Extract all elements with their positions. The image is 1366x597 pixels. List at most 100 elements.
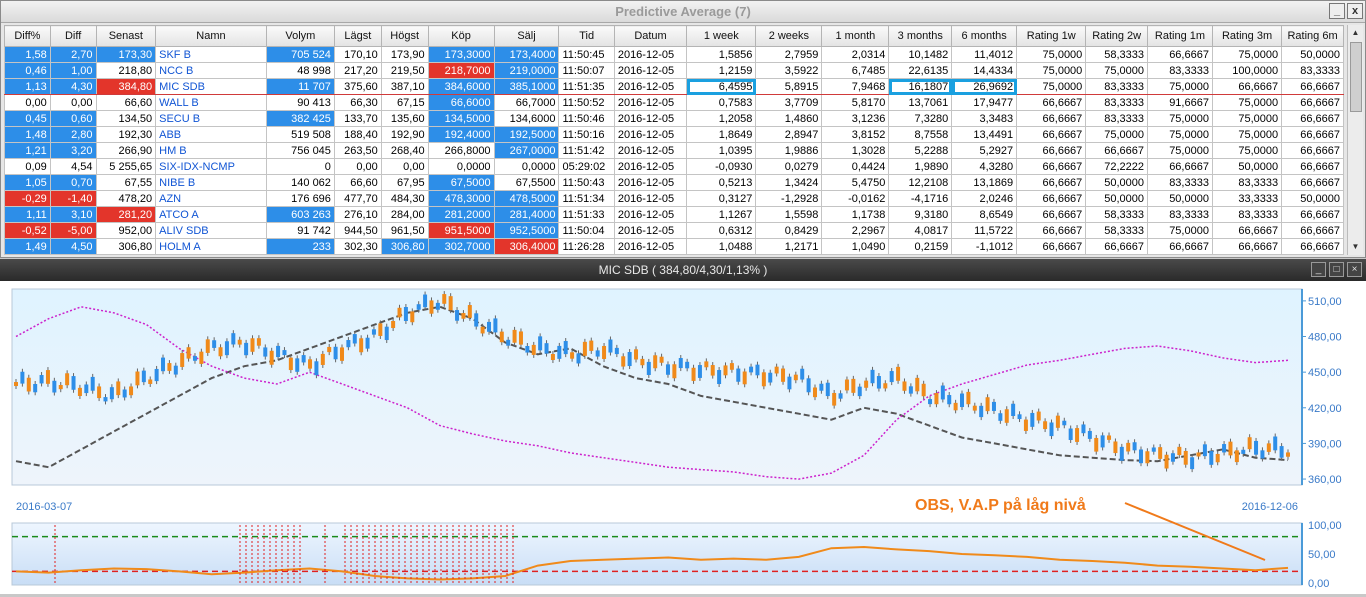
table-cell: 67,55 bbox=[95, 174, 157, 191]
candle-body bbox=[908, 386, 913, 394]
price-chart[interactable]: 510,00 480,00 450,00 420,00 390,00 360,00 100… bbox=[0, 281, 1366, 594]
table-row[interactable]: 1,11 3,10 281,20 ATCO A 603 263 276,10 284,00 2… bbox=[4, 206, 1344, 223]
scroll-down-icon[interactable]: ▼ bbox=[1351, 242, 1360, 251]
column-header[interactable]: 6 months bbox=[951, 25, 1018, 47]
series-line-2 bbox=[15, 306, 1289, 480]
scroll-up-icon[interactable]: ▲ bbox=[1351, 28, 1360, 37]
column-header[interactable]: 2 weeks bbox=[755, 25, 823, 47]
column-header[interactable]: Rating 1m bbox=[1147, 25, 1213, 47]
table-row[interactable]: 1,58 2,70 173,30 SKF B 705 524 170,10 173,90 17… bbox=[4, 46, 1344, 63]
table-cell: 134,6000 bbox=[493, 110, 560, 127]
table-cell: 66,60 bbox=[95, 94, 157, 111]
table-cell: 58,3333 bbox=[1085, 206, 1149, 223]
minimize-button[interactable]: _ bbox=[1329, 3, 1345, 19]
table-cell: 83,3333 bbox=[1085, 94, 1149, 111]
candle-body bbox=[154, 368, 159, 382]
candle-body bbox=[742, 371, 747, 385]
table-cell: 10,1482 bbox=[888, 46, 953, 63]
stock-name-cell[interactable]: ABB bbox=[155, 126, 267, 143]
lower-tick-label: 50,00 bbox=[1308, 549, 1336, 561]
table-cell: 66,6667 bbox=[1147, 158, 1213, 175]
column-header[interactable]: Datum bbox=[613, 25, 688, 47]
stock-name-cell[interactable]: ATCO A bbox=[155, 206, 267, 223]
candle-body bbox=[960, 393, 965, 408]
stock-name-cell[interactable]: SKF B bbox=[155, 46, 267, 63]
stock-name-cell[interactable]: SIX-IDX-NCMP bbox=[155, 158, 267, 175]
table-row[interactable]: -0,52 -5,00 952,00 ALIV SDB 91 742 944,50 961,… bbox=[4, 222, 1344, 239]
table-row[interactable]: 1,48 2,80 192,30 ABB 519 508 188,40 192,90 192,… bbox=[4, 126, 1344, 143]
chart-maximize-icon[interactable]: □ bbox=[1329, 262, 1344, 277]
table-cell: 387,10 bbox=[380, 78, 429, 95]
table-cell: 75,0000 bbox=[1147, 110, 1213, 127]
table-cell: 1,05 bbox=[4, 174, 51, 191]
table-cell: 705 524 bbox=[265, 46, 335, 63]
candle-body bbox=[1036, 411, 1041, 421]
candle-body bbox=[1190, 457, 1195, 470]
column-header[interactable]: Högst bbox=[380, 25, 429, 47]
close-button[interactable]: x bbox=[1347, 3, 1363, 19]
candle-body bbox=[1030, 412, 1035, 427]
candle-body bbox=[1196, 452, 1201, 457]
column-header[interactable]: Köp bbox=[427, 25, 495, 47]
table-cell: 66,6667 bbox=[1016, 126, 1087, 143]
column-header[interactable]: Rating 3m bbox=[1211, 25, 1283, 47]
column-header[interactable]: Rating 6m bbox=[1281, 25, 1344, 47]
table-row[interactable]: 0,00 0,00 66,60 WALL B 90 413 66,30 67,15 66,60… bbox=[4, 94, 1344, 111]
column-header[interactable]: Rating 2w bbox=[1085, 25, 1149, 47]
column-header[interactable]: Rating 1w bbox=[1016, 25, 1087, 47]
column-header[interactable]: 1 month bbox=[821, 25, 890, 47]
column-header[interactable]: Lägst bbox=[333, 25, 382, 47]
table-row[interactable]: 0,45 0,60 134,50 SECU B 382 425 133,70 135,60 1… bbox=[4, 110, 1344, 127]
column-header[interactable]: Sälj bbox=[493, 25, 560, 47]
stock-name-cell[interactable]: NCC B bbox=[155, 62, 267, 79]
table-cell: 218,7000 bbox=[427, 62, 495, 79]
candle-body bbox=[148, 379, 153, 384]
vertical-scrollbar[interactable]: ▲ ▼ bbox=[1347, 25, 1363, 255]
stock-name-cell[interactable]: AZN bbox=[155, 190, 267, 207]
candle-body bbox=[595, 350, 600, 357]
chart-close-icon[interactable]: × bbox=[1347, 262, 1362, 277]
candle-body bbox=[116, 381, 121, 396]
stock-name-cell[interactable]: NIBE B bbox=[155, 174, 267, 191]
stock-name-cell[interactable]: HOLM A bbox=[155, 238, 267, 255]
column-header[interactable]: Diff bbox=[49, 25, 97, 47]
candle-body bbox=[1170, 453, 1175, 462]
column-header[interactable]: 3 months bbox=[888, 25, 953, 47]
scroll-thumb[interactable] bbox=[1350, 42, 1362, 112]
stock-name-cell[interactable]: SECU B bbox=[155, 110, 267, 127]
candle-body bbox=[947, 395, 952, 405]
table-cell: 66,6667 bbox=[1147, 238, 1213, 255]
stock-name-cell[interactable]: WALL B bbox=[155, 94, 267, 111]
candle-body bbox=[1202, 444, 1207, 457]
column-header[interactable]: Senast bbox=[95, 25, 157, 47]
stock-name-cell[interactable]: ALIV SDB bbox=[155, 222, 267, 239]
table-row[interactable]: 1,21 3,20 266,90 HM B 756 045 263,50 268,40 266… bbox=[4, 142, 1344, 159]
table-cell: 952,00 bbox=[95, 222, 157, 239]
candle-body bbox=[1209, 451, 1214, 465]
table-row[interactable]: 1,49 4,50 306,80 HOLM A 233 302,30 306,80 302,7… bbox=[4, 238, 1344, 255]
table-cell: 2016-12-05 bbox=[613, 158, 688, 175]
candle-body bbox=[26, 377, 31, 392]
column-header[interactable]: Volym bbox=[265, 25, 335, 47]
candle-body bbox=[710, 365, 715, 376]
column-header[interactable]: Namn bbox=[155, 25, 267, 47]
candle-body bbox=[1260, 450, 1265, 459]
table-cell: -5,00 bbox=[49, 222, 97, 239]
table-cell: 75,0000 bbox=[1147, 222, 1213, 239]
candle-body bbox=[531, 344, 536, 355]
table-row[interactable]: 1,05 0,70 67,55 NIBE B 140 062 66,60 67,95 67,5… bbox=[4, 174, 1344, 191]
stock-name-cell[interactable]: MIC SDB bbox=[155, 78, 267, 95]
column-header[interactable]: 1 week bbox=[686, 25, 757, 47]
table-row[interactable]: -0,29 -1,40 478,20 AZN 176 696 477,70 484,30 47… bbox=[4, 190, 1344, 207]
table-cell: 66,6667 bbox=[1211, 78, 1283, 95]
table-row[interactable]: 1,13 4,30 384,80 MIC SDB 11 707 375,60 387,10 3… bbox=[4, 78, 1344, 95]
chart-minimize-icon[interactable]: _ bbox=[1311, 262, 1326, 277]
table-row[interactable]: 0,09 4,54 5 255,65 SIX-IDX-NCMP 0 0,00 0,00 0,0… bbox=[4, 158, 1344, 175]
candle-body bbox=[467, 305, 472, 318]
table-row[interactable]: 0,46 1,00 218,80 NCC B 48 998 217,20 219,50 218… bbox=[4, 62, 1344, 79]
column-header[interactable]: Tid bbox=[558, 25, 615, 47]
table-cell: 944,50 bbox=[333, 222, 382, 239]
stock-name-cell[interactable]: HM B bbox=[155, 142, 267, 159]
column-header[interactable]: Diff% bbox=[4, 25, 51, 47]
candle-body bbox=[729, 363, 734, 370]
